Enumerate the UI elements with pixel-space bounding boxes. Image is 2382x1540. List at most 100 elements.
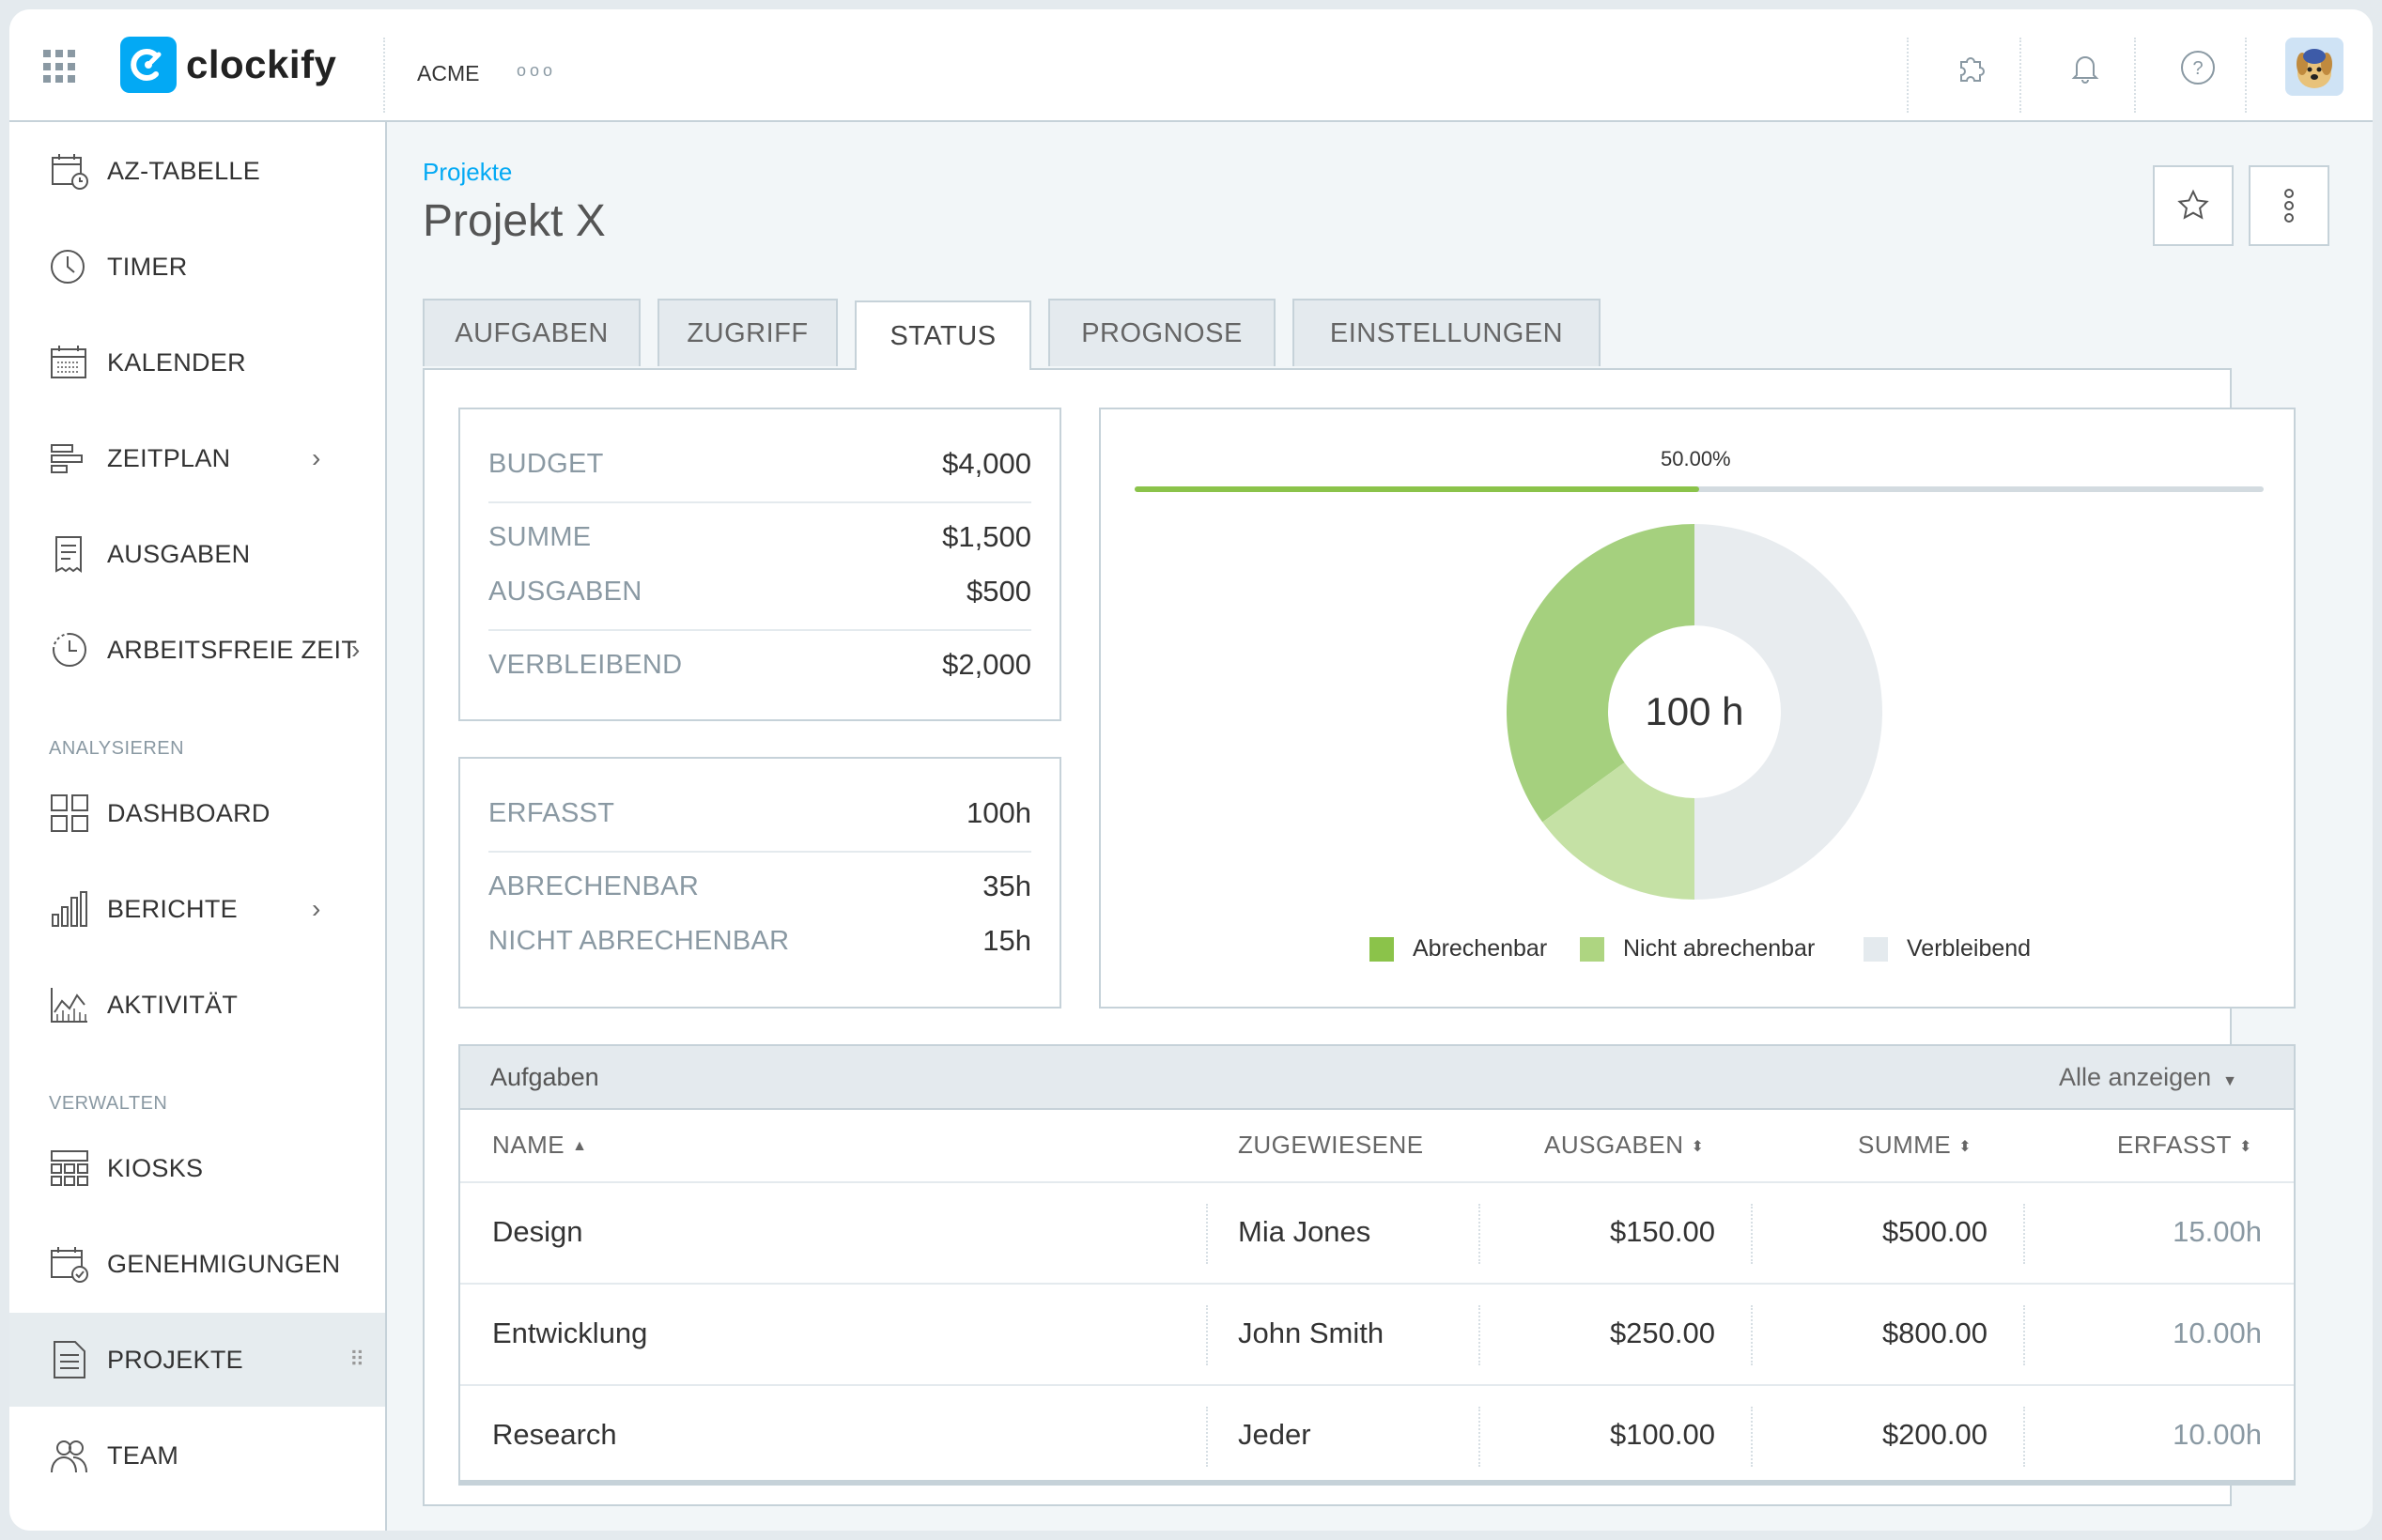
- sidebar-item-reports[interactable]: BERICHTE ›: [9, 862, 385, 956]
- budget-value: $4,000: [942, 447, 1031, 480]
- tab-settings[interactable]: EINSTELLUNGEN: [1292, 299, 1601, 366]
- sidebar-item-label: KALENDER: [107, 347, 246, 377]
- sidebar-item-label: GENEHMIGUNGEN: [107, 1249, 341, 1278]
- sidebar-item-calendar[interactable]: KALENDER: [9, 316, 385, 409]
- workspace-more-icon[interactable]: ooo: [517, 61, 557, 80]
- app-grid-icon[interactable]: [43, 50, 77, 84]
- star-icon: [2177, 189, 2209, 220]
- expenses-value: $500: [967, 575, 1031, 608]
- column-header-tracked[interactable]: ERFASST ⬍: [2117, 1131, 2252, 1160]
- sidebar-item-dashboard[interactable]: DASHBOARD: [9, 766, 385, 860]
- sidebar-item-timer[interactable]: TIMER: [9, 220, 385, 314]
- more-options-button[interactable]: [2249, 165, 2329, 246]
- divider: [2023, 1407, 2025, 1467]
- task-assignees: John Smith: [1238, 1317, 1384, 1349]
- show-all-dropdown[interactable]: Alle anzeigen ▼: [2059, 1063, 2237, 1092]
- divider: [2134, 38, 2136, 113]
- donut-slice-billable: [1507, 524, 1694, 823]
- receipt-icon: [55, 536, 82, 573]
- drag-handle-icon[interactable]: ⠿: [349, 1348, 366, 1371]
- task-expenses: $150.00: [1609, 1215, 1715, 1248]
- task-assignees: Jeder: [1238, 1418, 1311, 1451]
- sidebar-item-label: BERICHTE: [107, 894, 238, 923]
- divider: [2019, 38, 2021, 113]
- app-name: clockify: [186, 42, 337, 86]
- nonbillable-value: 15h: [982, 924, 1031, 957]
- task-tracked: 15.00h: [2173, 1215, 2262, 1248]
- logo[interactable]: clockify: [120, 36, 336, 94]
- sum-label: SUMME: [488, 522, 592, 552]
- table-row[interactable]: Design Mia Jones $150.00 $500.00 15.00h: [460, 1181, 2294, 1283]
- tab-forecast[interactable]: PROGNOSE: [1048, 299, 1276, 366]
- sidebar-item-time-off[interactable]: ARBEITSFREIE ZEIT ›: [9, 603, 385, 697]
- sidebar-item-approvals[interactable]: GENEHMIGUNGEN: [9, 1217, 385, 1311]
- divider: [1478, 1204, 1480, 1264]
- dashboard-icon: [51, 794, 88, 832]
- bell-icon[interactable]: [2066, 49, 2104, 86]
- legend-swatch: [1864, 936, 1888, 962]
- app-window: clockify ACME ooo ?: [9, 9, 2373, 1531]
- column-label: NAME: [492, 1131, 565, 1159]
- task-sum: $500.00: [1881, 1215, 1988, 1248]
- table-row[interactable]: Entwicklung John Smith $250.00 $800.00 1…: [460, 1283, 2294, 1384]
- legend-label: Abrechenbar: [1413, 935, 1548, 962]
- kiosk-icon: [51, 1150, 88, 1186]
- time-donut-chart: 100 h: [1507, 524, 1882, 900]
- sidebar-item-schedule[interactable]: ZEITPLAN ›: [9, 411, 385, 505]
- svg-text:?: ?: [2192, 58, 2203, 79]
- workspace-name[interactable]: ACME: [417, 61, 480, 85]
- divider: [2023, 1204, 2025, 1264]
- donut-slice-remaining: [1694, 524, 1882, 900]
- divider: [488, 501, 1031, 503]
- sidebar-item-timesheet[interactable]: AZ-TABELLE: [9, 124, 385, 218]
- sort-icon: ▲: [572, 1138, 588, 1155]
- divider: [1206, 1305, 1208, 1365]
- budget-card: BUDGET $4,000 SUMME $1,500 AUSGABEN $500…: [458, 408, 1061, 721]
- column-header-expenses[interactable]: AUSGABEN ⬍: [1544, 1131, 1704, 1160]
- sidebar-item-team[interactable]: TEAM: [9, 1409, 385, 1502]
- column-label: SUMME: [1858, 1131, 1952, 1159]
- breadcrumb[interactable]: Projekte: [423, 158, 513, 186]
- team-icon: [51, 1440, 87, 1473]
- column-label: AUSGABEN: [1544, 1131, 1684, 1159]
- sidebar-item-label: ZEITPLAN: [107, 443, 231, 472]
- puzzle-icon[interactable]: [1954, 49, 1991, 86]
- billable-label: ABRECHENBAR: [488, 871, 700, 901]
- chevron-right-icon: ›: [312, 894, 321, 923]
- sidebar-item-label: AKTIVITÄT: [107, 990, 239, 1019]
- top-bar: clockify ACME ooo ?: [9, 9, 2373, 122]
- divider: [1751, 1407, 1753, 1467]
- help-icon[interactable]: ?: [2179, 49, 2217, 86]
- table-row[interactable]: Research Jeder $100.00 $200.00 10.00h: [460, 1384, 2294, 1486]
- sort-icon: ⬍: [1958, 1139, 1972, 1156]
- caret-down-icon: ▼: [2222, 1073, 2237, 1089]
- legend-item-remaining: Verbleibend: [1864, 935, 2031, 962]
- sidebar-item-label: PROJEKTE: [107, 1345, 243, 1374]
- sidebar-item-expenses[interactable]: AUSGABEN: [9, 507, 385, 601]
- timesheet-icon: [52, 154, 88, 190]
- sort-icon: ⬍: [2238, 1139, 2252, 1156]
- projects-icon: [54, 1341, 85, 1378]
- progress-bar-fill: [1135, 486, 1699, 492]
- nonbillable-label: NICHT ABRECHENBAR: [488, 926, 790, 956]
- sidebar-item-label: AZ-TABELLE: [107, 156, 261, 185]
- divider: [1206, 1407, 1208, 1467]
- tab-access[interactable]: ZUGRIFF: [657, 299, 838, 366]
- expenses-label: AUSGABEN: [488, 577, 642, 607]
- sidebar-item-label: TIMER: [107, 252, 188, 281]
- sidebar-item-activity[interactable]: AKTIVITÄT: [9, 958, 385, 1052]
- favorite-button[interactable]: [2153, 165, 2234, 246]
- sidebar-item-kiosks[interactable]: KIOSKS: [9, 1121, 385, 1215]
- column-header-name[interactable]: NAME ▲: [492, 1131, 587, 1160]
- avatar[interactable]: [2285, 38, 2343, 96]
- task-name: Design: [492, 1215, 583, 1248]
- divider: [1478, 1407, 1480, 1467]
- column-header-sum[interactable]: SUMME ⬍: [1858, 1131, 1972, 1160]
- page-title: Projekt X: [423, 196, 606, 246]
- tab-status[interactable]: STATUS: [855, 300, 1031, 370]
- tab-tasks[interactable]: AUFGABEN: [423, 299, 641, 366]
- sidebar-item-label: ARBEITSFREIE ZEIT: [107, 635, 358, 664]
- kebab-menu-icon: [2284, 189, 2294, 223]
- divider: [2023, 1305, 2025, 1365]
- sidebar-item-projects[interactable]: PROJEKTE ⠿: [9, 1313, 385, 1407]
